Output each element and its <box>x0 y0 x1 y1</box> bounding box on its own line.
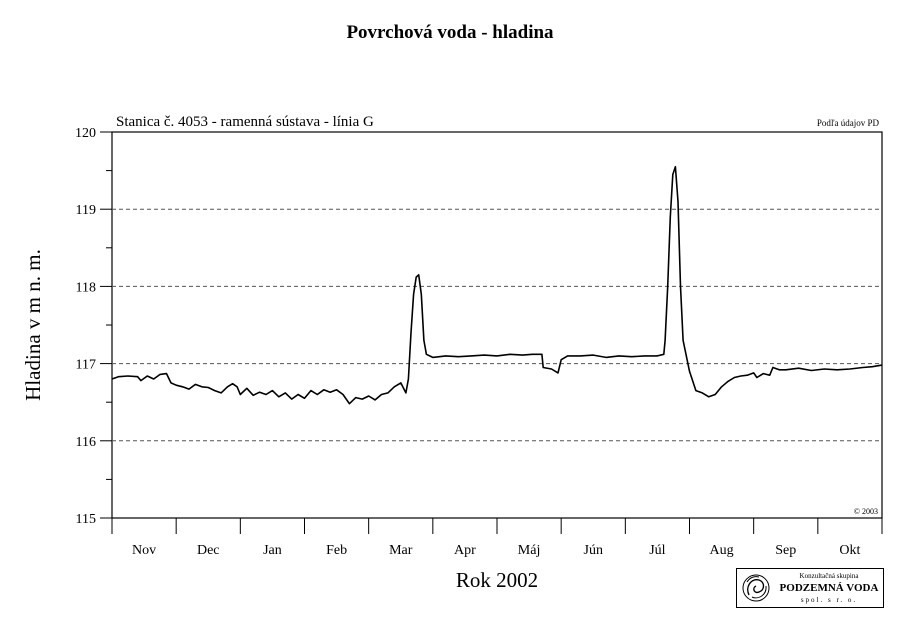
company-logo: Konzultačná skupina PODZEMNÁ VODA spol. … <box>736 568 884 608</box>
x-tick-label: Jún <box>584 543 603 558</box>
y-tick-label: 120 <box>75 126 96 141</box>
x-tick-label: Mar <box>389 543 413 558</box>
logo-line2: PODZEMNÁ VODA <box>779 582 879 594</box>
logo-line3: spol. s r. o. <box>800 596 858 604</box>
source-note: Podľa údajov PD <box>817 118 880 128</box>
x-tick-label: Jan <box>263 543 282 558</box>
y-tick-label: 116 <box>76 435 96 450</box>
y-axis-label: Hladina v m n. m. <box>21 249 45 401</box>
x-tick-label: Júl <box>649 543 665 558</box>
y-tick-label: 117 <box>76 358 96 373</box>
x-tick-label: Sep <box>775 543 796 558</box>
chart-title: Povrchová voda - hladina <box>346 22 554 43</box>
x-tick-label: Nov <box>132 543 156 558</box>
x-tick-label: Apr <box>454 543 476 558</box>
x-tick-label: Feb <box>326 543 347 558</box>
y-axis: 115 116 117 118 119 120 <box>75 126 112 527</box>
x-tick-label: Dec <box>197 543 220 558</box>
chart-subtitle: Stanica č. 4053 - ramenná sústava - líni… <box>116 114 374 130</box>
series-line <box>111 165 883 405</box>
x-tick-label: Okt <box>839 543 860 558</box>
y-tick-label: 118 <box>76 280 96 295</box>
x-tick-label: Máj <box>518 543 541 558</box>
grid <box>112 208 882 442</box>
x-axis-label: Rok 2002 <box>456 568 538 592</box>
x-axis: Nov Dec Jan Feb Mar Apr Máj Jún Júl Aug Sep Okt <box>111 518 883 558</box>
y-tick-label: 119 <box>76 203 96 218</box>
swirl-logo-icon <box>742 574 770 602</box>
logo-line1: Konzultačná skupina <box>799 572 859 580</box>
plot-frame <box>111 131 883 519</box>
copyright-note: © 2003 <box>854 507 878 516</box>
y-tick-label: 115 <box>76 512 96 527</box>
x-tick-label: Aug <box>710 543 734 558</box>
